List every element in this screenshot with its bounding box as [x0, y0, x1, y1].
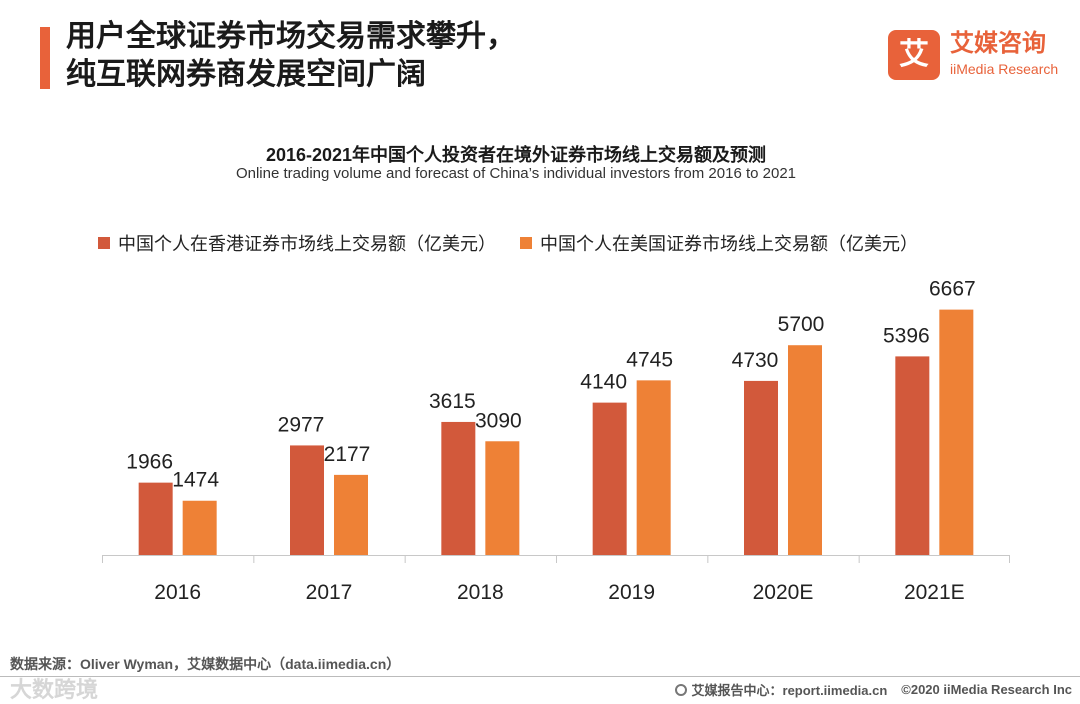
x-tick-label: 2019: [608, 581, 655, 604]
title-accent-bar: [40, 27, 50, 89]
legend-label-us: 中国个人在美国证券市场线上交易额（亿美元）: [540, 234, 918, 254]
bar-us: [485, 441, 520, 555]
chart-title: 2016-2021年中国个人投资者在境外证券市场线上交易额及预测: [265, 145, 767, 165]
chart-subtitle: Online trading volume and forecast of Ch…: [235, 165, 797, 182]
globe-icon: [674, 683, 687, 696]
watermark: 大数跨境: [10, 677, 99, 702]
data-label: 3615: [429, 390, 476, 413]
iimedia-logo: 艾 艾媒咨询 iiMedia Research: [888, 30, 1063, 82]
data-label: 1474: [172, 469, 219, 492]
data-label: 5396: [883, 324, 930, 347]
data-label: 2177: [324, 443, 371, 466]
logo-en-text: iiMedia Research: [950, 61, 1059, 77]
x-tick-label: 2017: [306, 581, 353, 604]
data-label: 1966: [126, 451, 173, 474]
page-title-line-1: 用户全球证券市场交易需求攀升，: [66, 20, 516, 53]
chart-legend: 中国个人在香港证券市场线上交易额（亿美元） 中国个人在美国证券市场线上交易额（亿…: [98, 230, 942, 256]
data-label: 3090: [475, 409, 522, 432]
page-title: 用户全球证券市场交易需求攀升， 纯互联网券商发展空间广阔: [66, 18, 786, 94]
bar-hk: [138, 482, 173, 555]
data-label: 6667: [929, 278, 976, 301]
legend-item-hk: 中国个人在香港证券市场线上交易额（亿美元）: [98, 230, 496, 256]
data-label: 2977: [278, 413, 325, 436]
copyright-text: ©2020 iiMedia Research Inc: [901, 682, 1072, 697]
bar-us: [939, 309, 974, 555]
data-label: 4730: [732, 349, 779, 372]
footer-divider: [0, 676, 1080, 677]
x-tick-label: 2018: [457, 581, 504, 604]
legend-swatch-us: [520, 237, 532, 249]
legend-item-us: 中国个人在美国证券市场线上交易额（亿美元）: [520, 230, 918, 256]
data-source: 数据来源：Oliver Wyman，艾媒数据中心（data.iimedia.cn…: [10, 656, 401, 672]
legend-label-hk: 中国个人在香港证券市场线上交易额（亿美元）: [118, 234, 496, 254]
logo-mark-icon: 艾: [888, 30, 940, 80]
data-label: 5700: [778, 313, 825, 336]
x-tick-label: 2020E: [753, 581, 814, 604]
footer-info: 艾媒报告中心：report.iimedia.cn ©2020 iiMedia R…: [674, 680, 1072, 699]
x-tick-label: 2021E: [904, 581, 965, 604]
bar-hk: [441, 421, 476, 555]
logo-cn-text: 艾媒咨询: [950, 30, 1046, 57]
bar-us: [788, 345, 822, 555]
bar-us: [182, 500, 217, 555]
bar-us: [636, 380, 671, 555]
page-title-line-2: 纯互联网券商发展空间广阔: [66, 58, 426, 91]
bar-hk: [744, 380, 778, 555]
data-label: 4745: [626, 348, 673, 371]
bar-us: [334, 474, 368, 555]
report-center-link[interactable]: 艾媒报告中心：report.iimedia.cn: [691, 683, 888, 698]
legend-swatch-hk: [98, 237, 110, 249]
data-label: 4140: [580, 371, 627, 394]
bar-hk: [592, 402, 627, 555]
x-tick-label: 2016: [154, 581, 201, 604]
bar-hk: [895, 356, 930, 555]
bar-hk: [290, 445, 324, 555]
